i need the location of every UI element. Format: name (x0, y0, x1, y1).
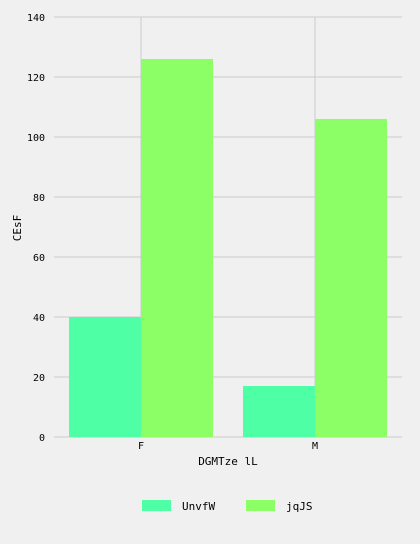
y-tick-label: 20 (33, 373, 45, 384)
legend-swatch-UnvfW (142, 500, 171, 511)
legend-swatch-jqJS (246, 500, 275, 511)
y-tick-label: 0 (39, 433, 45, 444)
legend-label: UnvfW (182, 500, 215, 513)
x-tick-label: M (312, 441, 318, 452)
legend: UnvfW jqJS (142, 500, 313, 513)
x-tick-label: F (138, 441, 144, 452)
bar-UnvfW-M (243, 386, 315, 437)
x-axis-label: DGMTze lL (198, 455, 258, 468)
y-tick-label: 80 (33, 193, 45, 204)
bar-UnvfW-F (69, 317, 141, 437)
y-tick-label: 60 (33, 253, 45, 264)
y-tick-label: 140 (27, 13, 45, 24)
y-tick-label: 120 (27, 73, 45, 84)
bar-jqJS-F (141, 59, 213, 437)
y-tick-label: 100 (27, 133, 45, 144)
bar-jqJS-M (315, 119, 387, 437)
bars (69, 59, 387, 437)
y-axis-ticks: 0 20 40 60 80 100 120 140 (27, 13, 45, 444)
legend-label: jqJS (286, 500, 313, 513)
y-tick-label: 40 (33, 313, 45, 324)
y-axis-label: CEsF (11, 215, 24, 242)
